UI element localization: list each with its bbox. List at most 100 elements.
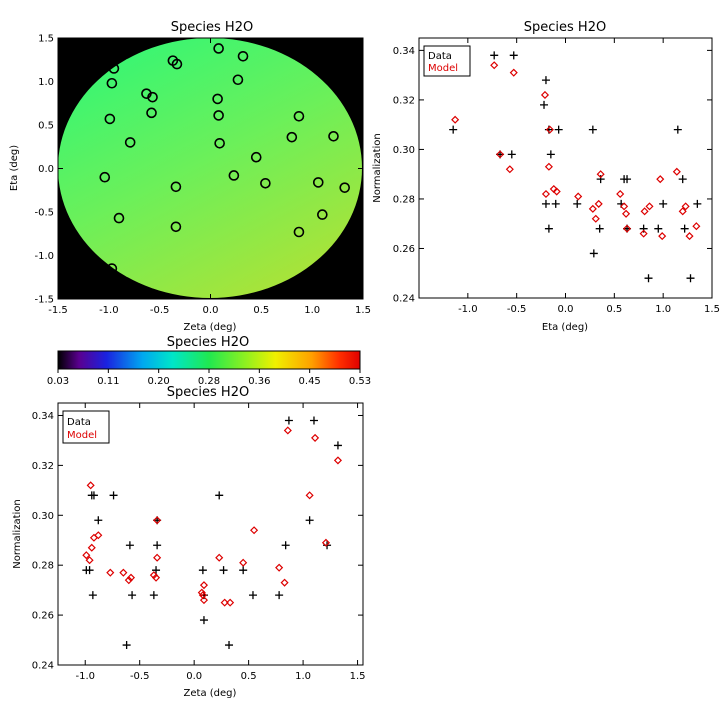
zeta-data-point bbox=[94, 516, 103, 525]
zeta-x-tick-label: -0.5 bbox=[130, 671, 150, 682]
colorbar-tick-label: 0.11 bbox=[97, 376, 119, 387]
zeta-legend-model: Model bbox=[67, 430, 97, 441]
eta-y-tick-label: 0.32 bbox=[393, 95, 415, 106]
eta-model-point bbox=[692, 222, 701, 231]
map-station-marker bbox=[108, 63, 120, 74]
zeta-data-point bbox=[219, 566, 228, 575]
map-station-marker bbox=[260, 177, 271, 189]
zeta-model-point bbox=[220, 598, 229, 607]
zeta-x-ticks: -1.0 -0.5 0.0 0.5 1.0 1.5 bbox=[75, 403, 366, 682]
zeta-data-point bbox=[198, 566, 207, 575]
eta-model-point bbox=[616, 189, 625, 199]
zeta-data-point bbox=[109, 491, 118, 500]
map-y-tick-label: -1.5 bbox=[34, 295, 54, 306]
colorbar-gradient bbox=[57, 350, 361, 370]
eta-model-point bbox=[594, 199, 603, 208]
colorbar-title: Species H2O bbox=[167, 335, 249, 350]
eta-y-tick-label: 0.28 bbox=[393, 194, 415, 205]
zeta-model-point bbox=[106, 568, 115, 577]
eta-y-tick-label: 0.34 bbox=[393, 46, 415, 57]
eta-model-point bbox=[490, 61, 499, 70]
zeta-data-point bbox=[149, 591, 158, 600]
eta-data-point bbox=[540, 100, 549, 109]
eta-x-tick-label: 1.0 bbox=[655, 304, 671, 315]
map-station-marker bbox=[213, 110, 224, 121]
zeta-data-point bbox=[305, 516, 314, 525]
eta-title: Species H2O bbox=[524, 20, 606, 35]
map-station-marker bbox=[328, 131, 339, 142]
zeta-model-point bbox=[126, 573, 136, 582]
map-station-marker bbox=[106, 77, 118, 89]
eta-data-point bbox=[686, 274, 695, 283]
eta-model-point bbox=[620, 202, 629, 211]
zeta-legend-data: Data bbox=[67, 417, 91, 428]
zeta-x-tick-label: 0.0 bbox=[186, 671, 202, 682]
eta-model-point bbox=[496, 150, 505, 159]
zeta-legend: Data Model bbox=[62, 410, 110, 444]
eta-data-point bbox=[639, 224, 648, 233]
eta-data-point bbox=[595, 224, 604, 233]
eta-data-point bbox=[551, 199, 560, 208]
eta-model-point bbox=[656, 175, 665, 184]
zeta-plot-area bbox=[57, 402, 364, 666]
eta-data-point bbox=[588, 125, 597, 134]
eta-y-ticks: 0.24 0.26 0.28 0.30 0.32 0.34 bbox=[393, 46, 712, 305]
zeta-model-point bbox=[197, 588, 206, 597]
eta-model-point bbox=[639, 229, 648, 238]
zeta-data-point bbox=[152, 566, 161, 575]
eta-legend-data: Data bbox=[428, 51, 452, 62]
zeta-model-point bbox=[275, 563, 284, 572]
map-station-marker bbox=[99, 171, 111, 183]
map-x-tick-label: 0.0 bbox=[203, 305, 219, 316]
eta-x-label: Eta (deg) bbox=[542, 322, 588, 333]
eta-x-tick-label: 0.5 bbox=[606, 304, 622, 315]
zeta-y-label: Normalization bbox=[12, 499, 23, 569]
eta-y-label: Normalization bbox=[372, 133, 383, 203]
zeta-data-point bbox=[128, 591, 137, 600]
map-station-marker bbox=[228, 170, 240, 181]
map-y-ticks: -1.5 -1.0 -0.5 0.0 0.5 1.0 1.5 bbox=[34, 34, 363, 306]
eta-legend-box bbox=[423, 45, 471, 77]
map-y-tick-label: 0.5 bbox=[38, 121, 54, 132]
map-station-marker bbox=[147, 91, 158, 103]
map-title: Species H2O bbox=[171, 20, 253, 35]
zeta-data-point bbox=[122, 641, 131, 650]
zeta-y-tick-label: 0.24 bbox=[32, 661, 54, 672]
colorbar-ticks: 0.03 0.11 0.20 0.28 0.36 0.45 0.53 bbox=[47, 369, 371, 387]
zeta-y-ticks: 0.24 0.26 0.28 0.30 0.32 0.34 bbox=[32, 411, 363, 672]
map-station-marker bbox=[232, 74, 244, 86]
zeta-x-tick-label: 0.5 bbox=[241, 671, 257, 682]
zeta-model-point bbox=[199, 596, 209, 605]
eta-data-point bbox=[659, 199, 668, 208]
map-x-tick-label: -0.5 bbox=[150, 305, 170, 316]
eta-model-point bbox=[544, 162, 553, 171]
map-station-marker bbox=[170, 221, 182, 233]
eta-model-point bbox=[622, 224, 632, 233]
zeta-model-point bbox=[250, 526, 259, 535]
zeta-x-tick-label: -1.0 bbox=[75, 671, 95, 682]
eta-model-point bbox=[541, 189, 551, 199]
zeta-model-point bbox=[226, 598, 235, 607]
zeta-data-point bbox=[284, 416, 293, 425]
zeta-model-point bbox=[321, 538, 331, 547]
zeta-data-point bbox=[275, 591, 284, 600]
eta-x-tick-label: 0.0 bbox=[558, 304, 574, 315]
eta-model-point bbox=[509, 68, 518, 77]
colorbar-tick-label: 0.53 bbox=[349, 376, 371, 387]
eta-legend: Data Model bbox=[423, 45, 471, 77]
eta-model-point bbox=[640, 207, 649, 216]
zeta-model-point bbox=[215, 553, 224, 562]
map-station-marker bbox=[237, 50, 249, 62]
eta-data-point bbox=[693, 199, 702, 208]
zeta-panel: Species H2O -1.0 -0.5 0.0 0.5 1.0 1.5 0.240.2… bbox=[12, 385, 366, 699]
map-station-marker bbox=[250, 151, 262, 163]
zeta-data-point bbox=[85, 566, 94, 575]
eta-x-ticks: -1.0 -0.5 0.0 0.5 1.0 1.5 bbox=[458, 38, 720, 315]
zeta-data-point bbox=[88, 591, 97, 600]
colorbar-tick-label: 0.36 bbox=[248, 376, 270, 387]
eta-x-tick-label: 1.5 bbox=[704, 304, 720, 315]
eta-model-point bbox=[658, 232, 667, 241]
map-y-tick-label: -1.0 bbox=[34, 251, 54, 262]
eta-plot-area bbox=[418, 37, 713, 299]
map-field bbox=[58, 38, 362, 298]
